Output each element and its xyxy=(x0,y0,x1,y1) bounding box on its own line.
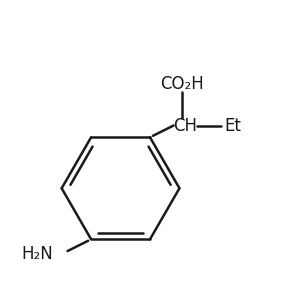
Text: CH: CH xyxy=(173,116,197,134)
Text: CO₂H: CO₂H xyxy=(160,75,204,93)
Text: Et: Et xyxy=(224,116,241,134)
Text: H₂N: H₂N xyxy=(21,245,53,263)
